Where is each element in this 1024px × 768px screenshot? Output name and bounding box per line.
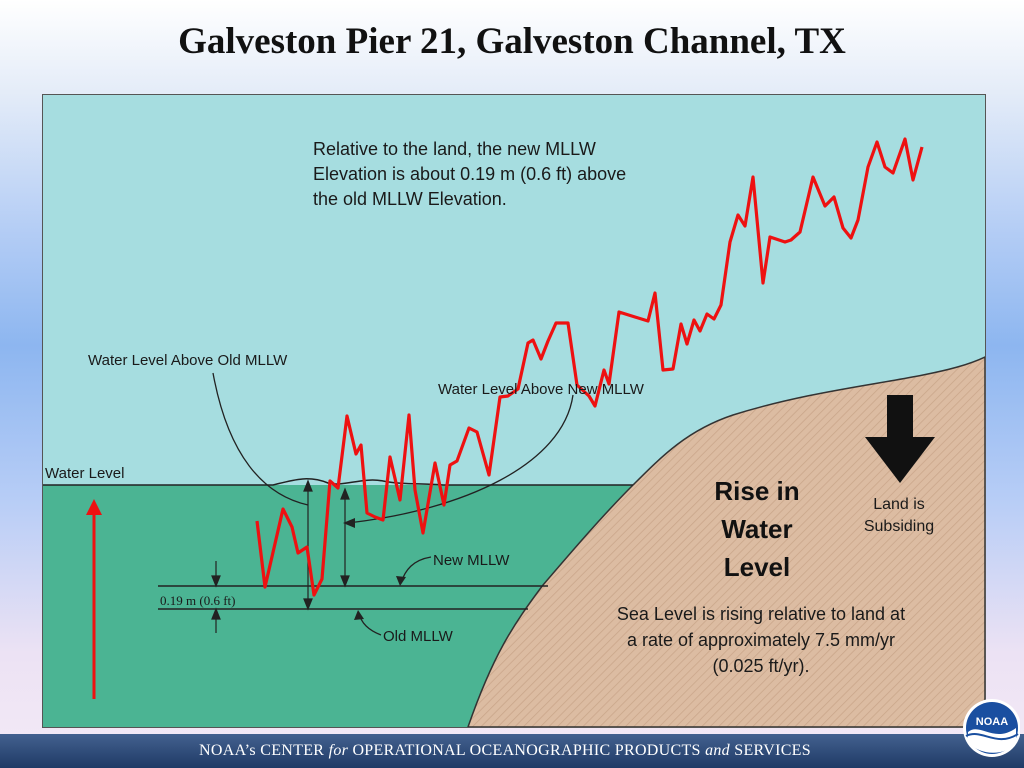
land-mass <box>466 355 986 728</box>
sea-level-diagram: Relative to the land, the new MLLW Eleva… <box>42 94 986 728</box>
relative-note-line3: the old MLLW Elevation. <box>313 189 507 209</box>
above-new-label: Water Level Above New MLLW <box>438 381 645 398</box>
old-mllw-label: Old MLLW <box>383 628 454 645</box>
noaa-logo-icon: NOAA <box>963 699 1020 757</box>
sea-level-note-line2: a rate of approximately 7.5 mm/yr <box>627 630 895 650</box>
water-surface <box>43 478 633 486</box>
new-mllw-leader-arrowhead <box>396 576 406 586</box>
rise-label-line3: Level <box>724 552 791 582</box>
footer-part-3: OPERATIONAL OCEANOGRAPHIC PRODUCTS <box>348 742 706 759</box>
footer-text: NOAA’s CENTER for OPERATIONAL OCEANOGRAP… <box>0 734 1010 768</box>
water-level-trend-line <box>255 137 924 597</box>
above-old-label: Water Level Above Old MLLW <box>88 352 288 369</box>
new-mllw-measure-arrow <box>340 487 350 588</box>
footer-part-2: for <box>328 742 349 759</box>
relative-note-line2: Elevation is about 0.19 m (0.6 ft) above <box>313 164 626 184</box>
rise-label-line1: Rise in <box>714 476 799 506</box>
footer-part-5: SERVICES <box>729 742 811 759</box>
old-mllw-leader-arrowhead <box>354 610 364 620</box>
water-level-label: Water Level <box>45 465 124 482</box>
old-mllw-measure-arrow <box>303 479 313 611</box>
above-new-leader-arrowhead <box>343 518 355 528</box>
relative-note-line1: Relative to the land, the new MLLW <box>313 139 596 159</box>
slide-title: Galveston Pier 21, Galveston Channel, TX <box>178 21 846 62</box>
new-mllw-label: New MLLW <box>433 552 510 569</box>
subsiding-arrow-icon <box>865 395 935 483</box>
rise-label-line2: Water <box>721 514 792 544</box>
footer-part-4: and <box>705 742 730 759</box>
subsiding-label-line1: Land is <box>873 496 925 513</box>
offset-label: 0.19 m (0.6 ft) <box>160 593 235 608</box>
sea-level-note-line1: Sea Level is rising relative to land at <box>617 604 905 624</box>
water-body <box>43 485 633 727</box>
footer-part-1: NOAA’s CENTER <box>199 742 329 759</box>
rise-arrow-icon <box>86 499 102 699</box>
logo-text: NOAA <box>976 716 1008 728</box>
above-new-leader <box>347 394 574 524</box>
offset-arrows <box>211 561 221 633</box>
sea-level-note-line3: (0.025 ft/yr). <box>712 656 809 676</box>
above-old-leader <box>212 372 309 506</box>
footer-bar: NOAA’s CENTER for OPERATIONAL OCEANOGRAP… <box>0 734 1024 768</box>
subsiding-label-line2: Subsiding <box>864 518 934 535</box>
diagram-canvas: Relative to the land, the new MLLW Eleva… <box>43 95 986 728</box>
